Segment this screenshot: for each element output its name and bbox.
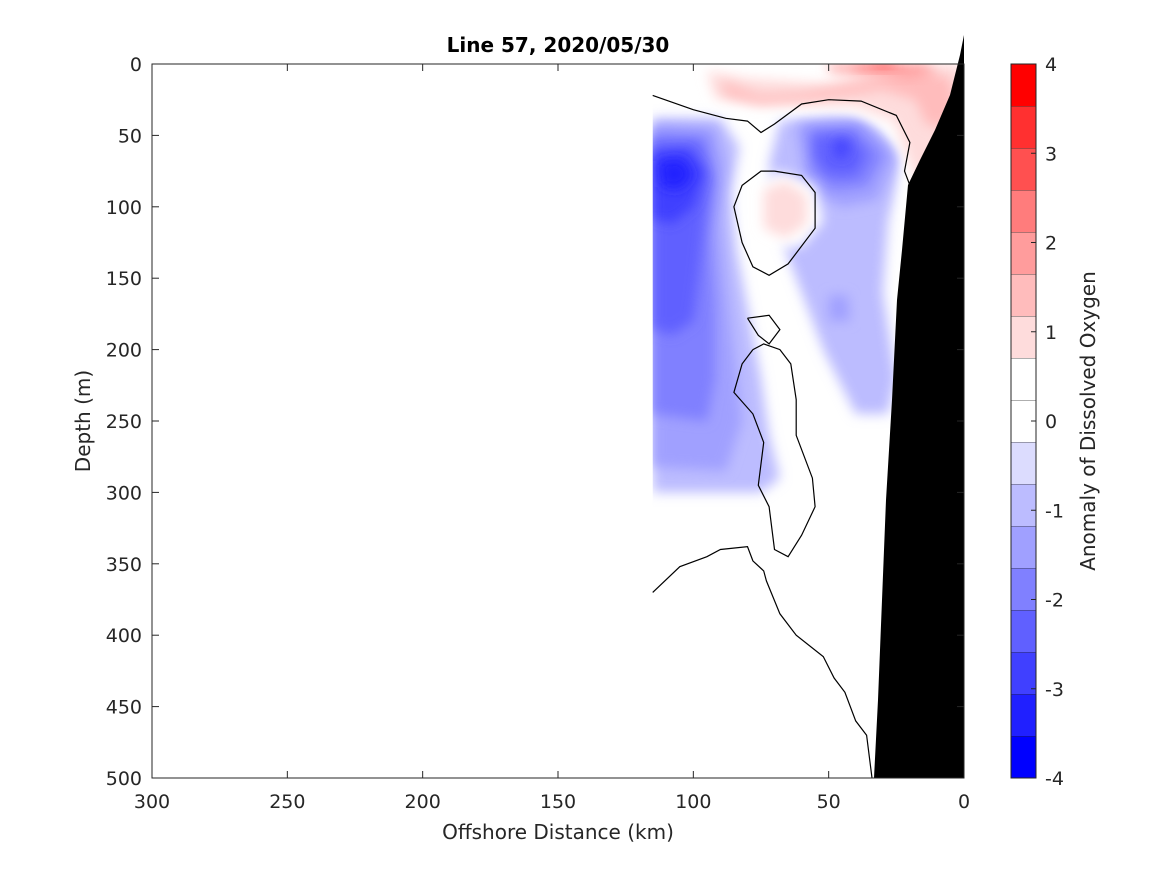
zero-contour-line bbox=[746, 314, 781, 345]
plot-area: 300 250 200 150 100 50 0 050100150200250300350… bbox=[106, 35, 970, 813]
colorbar-segment bbox=[1011, 358, 1036, 400]
contour-band bbox=[720, 71, 956, 129]
colorbar-segment bbox=[1011, 526, 1036, 568]
seafloor-topography bbox=[874, 35, 964, 778]
contour-band bbox=[828, 295, 851, 321]
y-tick-label: 450 bbox=[106, 697, 142, 719]
colorbar-tick-label: 1 bbox=[1045, 322, 1057, 344]
colorbar-segment bbox=[1011, 442, 1036, 484]
x-tick-label: 300 bbox=[134, 791, 170, 813]
y-tick-label: 50 bbox=[118, 125, 142, 147]
anomaly-contour-fill bbox=[152, 64, 964, 778]
colorbar-segment bbox=[1011, 484, 1036, 526]
colorbar-segment bbox=[1011, 610, 1036, 652]
y-tick-label: 250 bbox=[106, 411, 142, 433]
y-tick-label: 200 bbox=[106, 340, 142, 362]
colorbar-segment bbox=[1011, 736, 1036, 778]
zero-contour-line bbox=[733, 170, 816, 276]
y-tick-label: 100 bbox=[106, 197, 142, 219]
x-axis: 300 250 200 150 100 50 0 bbox=[134, 64, 970, 813]
y-tick-label: 300 bbox=[106, 482, 142, 504]
y-axis: 0 50 100 150 200 250 300 350 400 450 500 bbox=[106, 54, 964, 790]
contour-band bbox=[658, 158, 694, 190]
no-data-mask bbox=[152, 64, 653, 778]
colorbar-segment bbox=[1011, 652, 1036, 694]
x-tick-label: 0 bbox=[958, 791, 970, 813]
colorbar-tick-label: -3 bbox=[1045, 679, 1064, 701]
x-tick-label: 250 bbox=[269, 791, 305, 813]
colorbar: -4 -3 -2 -1 0 1 2 3 4 bbox=[1010, 54, 1064, 790]
chart-title: Line 57, 2020/05/30 bbox=[447, 33, 670, 57]
colorbar-tick-label: -1 bbox=[1045, 500, 1064, 522]
y-tick-label: 500 bbox=[106, 768, 142, 790]
colorbar-tick-label: 2 bbox=[1045, 233, 1057, 255]
x-tick-label: 200 bbox=[405, 791, 441, 813]
x-axis-label: Offshore Distance (km) bbox=[442, 820, 674, 844]
colorbar-tick-label: -2 bbox=[1045, 590, 1064, 612]
y-axis-label: Depth (m) bbox=[71, 370, 95, 472]
colorbar-segment bbox=[1011, 148, 1036, 190]
colorbar-tick-label: -4 bbox=[1045, 768, 1064, 790]
colorbar-segment bbox=[1011, 316, 1036, 358]
contour-band bbox=[763, 181, 807, 239]
y-tick-label: 150 bbox=[106, 268, 142, 290]
colorbar-tick-label: 4 bbox=[1045, 54, 1057, 76]
contour-band bbox=[866, 64, 899, 69]
colorbar-segment bbox=[1011, 568, 1036, 610]
x-tick-label: 150 bbox=[540, 791, 576, 813]
zero-contour-line bbox=[733, 343, 816, 558]
colorbar-label: Anomaly of Dissolved Oxygen bbox=[1076, 271, 1100, 571]
colorbar-segment bbox=[1011, 106, 1036, 148]
plot-frame bbox=[151, 63, 965, 779]
y-tick-label: 400 bbox=[106, 625, 142, 647]
colorbar-segment bbox=[1011, 64, 1036, 106]
colorbar-segment bbox=[1011, 694, 1036, 736]
colorbar-segment bbox=[1011, 274, 1036, 316]
x-tick-label: 100 bbox=[675, 791, 711, 813]
zero-contour-line bbox=[652, 546, 875, 778]
y-tick-label: 350 bbox=[106, 554, 142, 576]
colorbar-segment bbox=[1011, 190, 1036, 232]
x-tick-label: 50 bbox=[817, 791, 841, 813]
contour-band bbox=[834, 138, 851, 159]
colorbar-tick-label: 3 bbox=[1045, 143, 1057, 165]
colorbar-segment bbox=[1011, 232, 1036, 274]
colorbar-tick-label: 0 bbox=[1045, 411, 1057, 433]
y-tick-label: 0 bbox=[130, 54, 142, 76]
